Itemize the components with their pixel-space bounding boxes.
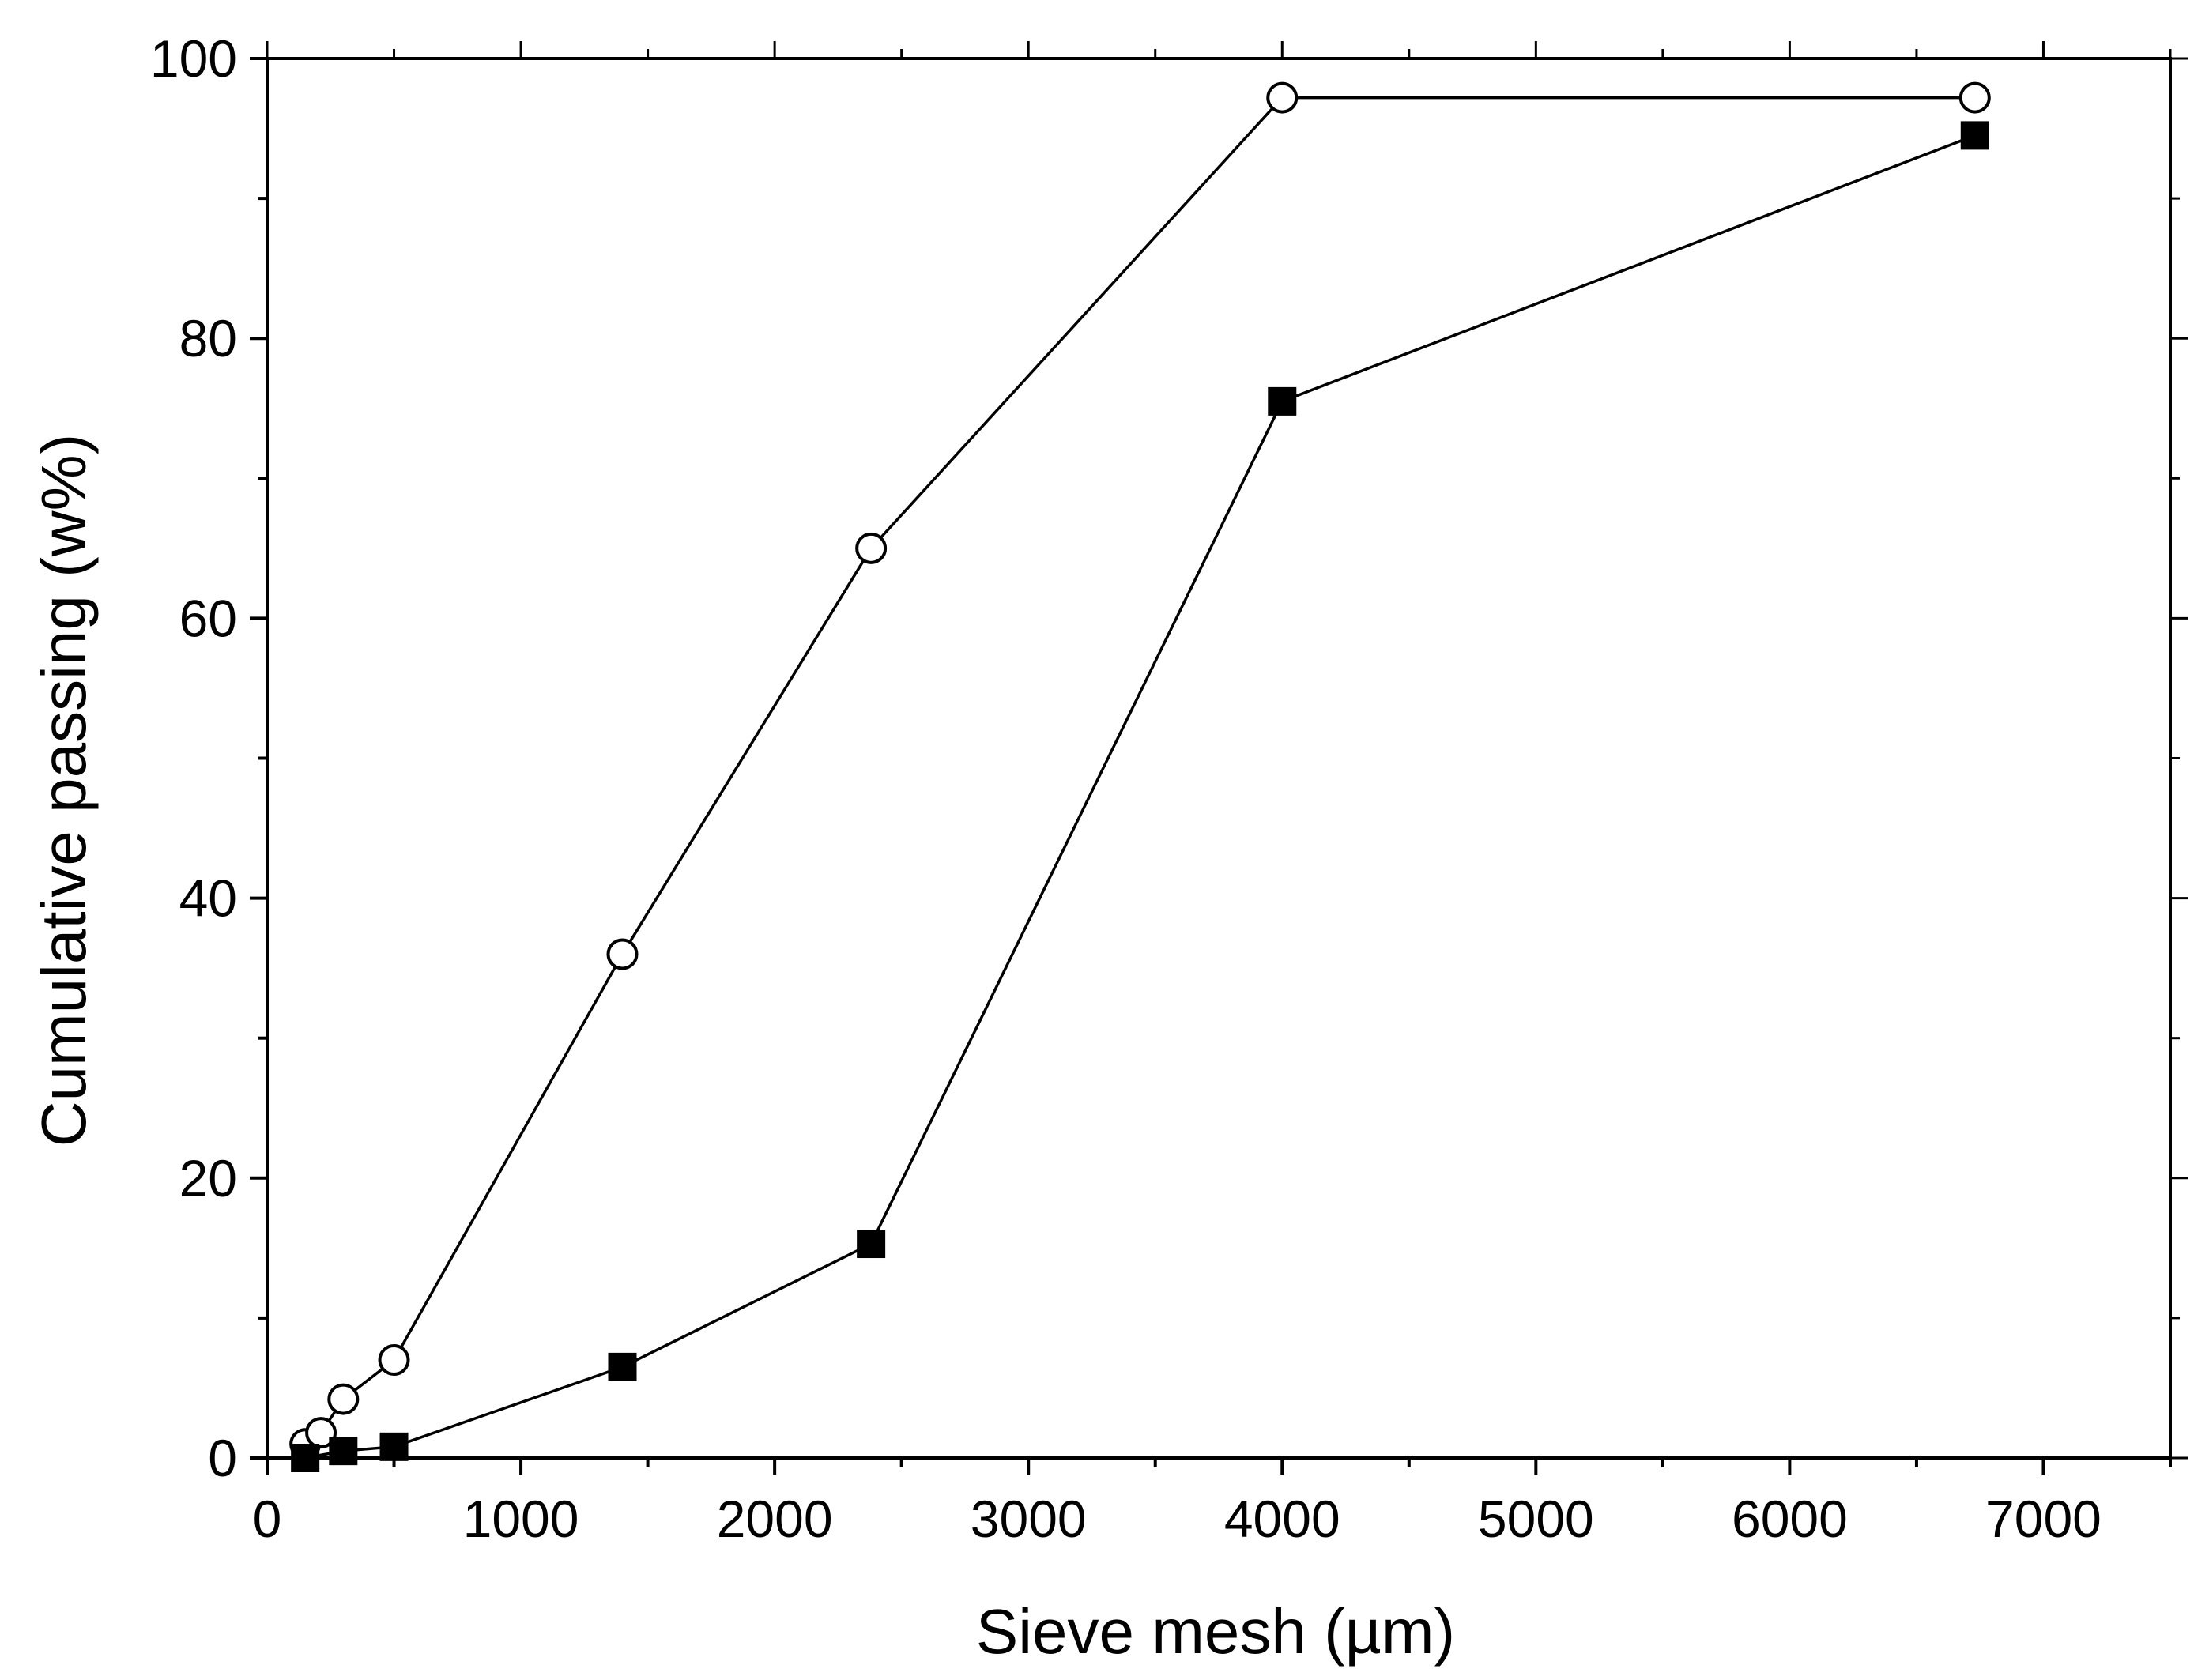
data-point-square — [857, 1230, 886, 1259]
data-point-square — [329, 1437, 358, 1466]
data-point-circle — [305, 1417, 337, 1449]
data-point-circle — [378, 1344, 410, 1377]
data-point-circle — [1958, 81, 1991, 114]
series-layer — [289, 81, 1991, 1472]
plot-frame — [266, 57, 2172, 1460]
data-point-square — [291, 1444, 320, 1472]
x-tick-label: 2000 — [717, 1490, 833, 1548]
data-point-circle — [1266, 81, 1299, 114]
x-tick-label: 5000 — [1478, 1490, 1594, 1548]
y-tick-label: 80 — [179, 309, 237, 367]
data-point-square — [1960, 121, 1989, 150]
series-line — [304, 134, 1976, 1460]
data-point-square — [608, 1352, 637, 1381]
series-line — [304, 96, 1975, 1445]
data-point-circle — [327, 1383, 360, 1415]
y-tick-label: 20 — [179, 1149, 237, 1207]
y-tick-label: 100 — [150, 29, 237, 88]
data-point-circle — [606, 938, 639, 970]
x-tick-label: 3000 — [971, 1490, 1087, 1548]
series-1 — [289, 81, 1991, 1460]
x-axis-title: Sieve mesh (µm) — [976, 1596, 1455, 1667]
data-point-circle — [855, 532, 888, 564]
data-point-square — [1268, 386, 1297, 416]
y-tick-label: 0 — [208, 1429, 237, 1487]
data-point-square — [379, 1432, 409, 1461]
y-tick-label: 60 — [179, 589, 237, 647]
x-tick-label: 1000 — [463, 1490, 579, 1548]
x-tick-label: 6000 — [1732, 1490, 1848, 1548]
x-tick-label: 0 — [253, 1490, 282, 1548]
series-2 — [291, 121, 1989, 1472]
axes: 0 1000 2000 3000 4000 5000 6000 7000 0 20 40 60 80 10… — [150, 29, 2188, 1548]
y-axis-title: Cumulative passing (w%) — [28, 434, 99, 1147]
x-tick-label: 4000 — [1224, 1490, 1340, 1548]
x-tick-label: 7000 — [1985, 1490, 2102, 1548]
y-tick-label: 40 — [179, 869, 237, 928]
